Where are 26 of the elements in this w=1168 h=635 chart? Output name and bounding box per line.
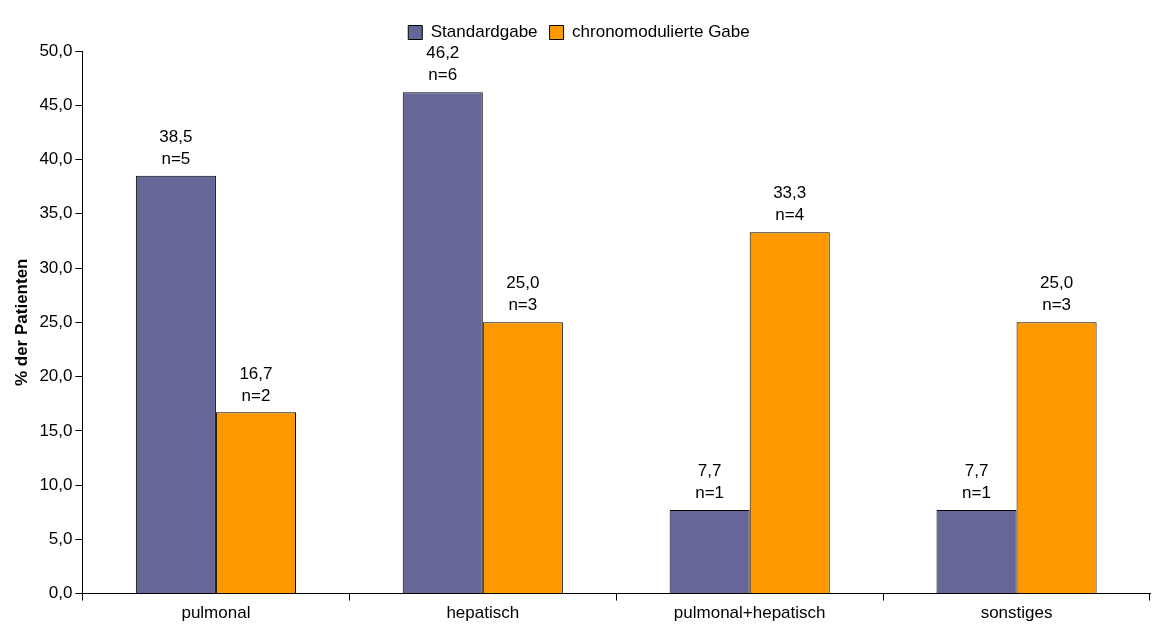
data-label: 38,5 n=5 — [159, 126, 193, 168]
y-tick-label: 5,0 — [48, 529, 73, 549]
legend-label: Standardgabe — [430, 22, 538, 42]
y-tick-label: 10,0 — [39, 474, 73, 494]
y-tick-label: 45,0 — [39, 94, 73, 114]
x-tick-label: sonstiges — [980, 603, 1053, 623]
data-label: 16,7 n=2 — [239, 363, 273, 405]
x-tick-label: pulmonal — [181, 603, 251, 623]
y-tick-label: 30,0 — [39, 257, 73, 277]
data-label: 7,7 n=1 — [695, 461, 725, 503]
y-axis-title: % der Patienten — [11, 258, 31, 387]
x-tick-label: pulmonal+hepatisch — [673, 603, 826, 623]
data-label: 25,0 n=3 — [1040, 273, 1074, 315]
y-tick-label: 50,0 — [39, 40, 73, 60]
y-tick-label: 0,0 — [48, 583, 73, 603]
legend-label: chronomodulierte Gabe — [572, 22, 750, 42]
y-tick-label: 15,0 — [39, 420, 73, 440]
data-label: 33,3 n=4 — [773, 183, 807, 225]
data-label: 46,2 n=6 — [426, 43, 460, 85]
y-tick-label: 40,0 — [39, 149, 73, 169]
x-tick-label: hepatisch — [446, 603, 520, 623]
y-tick-label: 20,0 — [39, 366, 73, 386]
y-tick-label: 25,0 — [39, 311, 73, 331]
data-label: 7,7 n=1 — [962, 461, 991, 503]
y-tick-label: 35,0 — [39, 203, 73, 223]
data-label: 25,0 n=3 — [506, 273, 540, 315]
